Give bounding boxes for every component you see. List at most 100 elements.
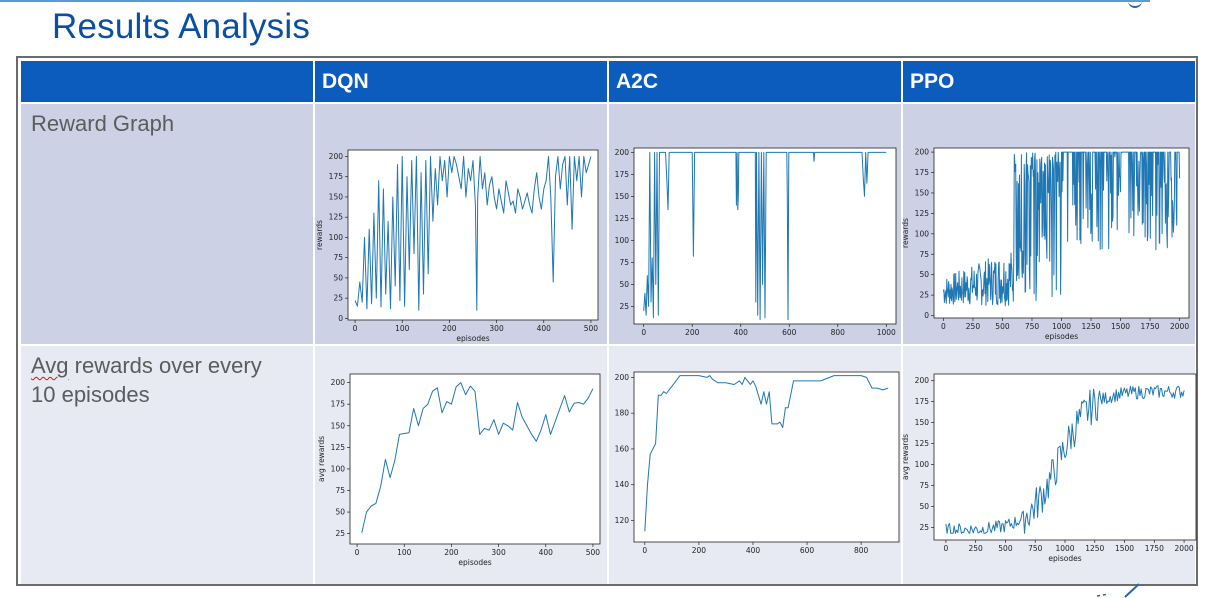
y-tick-label: 25 [619, 302, 629, 311]
x-tick-label: 500 [586, 548, 601, 557]
y-tick-label: 125 [915, 209, 930, 218]
x-tick-label: 400 [537, 324, 552, 333]
y-tick-label: 125 [615, 214, 630, 223]
dqn-reward-chart: 0 100 200 300 400 5000255075100125150175200ep… [315, 149, 599, 343]
x-tick-label: 400 [539, 548, 554, 557]
x-tick-label: 500 [998, 544, 1013, 553]
y-tick-label: 125 [915, 439, 930, 448]
x-tick-label: 0 [941, 322, 946, 331]
y-tick-label: 175 [331, 400, 346, 409]
y-tick-label: 175 [915, 397, 930, 406]
x-tick-label: 400 [746, 546, 761, 555]
y-tick-label: 50 [619, 280, 629, 289]
x-tick-label: 1500 [1111, 322, 1130, 331]
x-tick-label: 0 [641, 328, 646, 337]
x-tick-label: 100 [395, 324, 410, 333]
y-tick-label: 200 [915, 376, 930, 385]
x-tick-label: 200 [444, 548, 459, 557]
series-line [942, 151, 1181, 307]
row-label-avg-rewards: Avg rewards over every 10 episodes [21, 346, 313, 584]
a2c-avg-chart: 0 200 400 600 800 120 140 160 180 200 [615, 371, 900, 555]
y-tick-label: 75 [333, 253, 343, 262]
x-tick-label: 200 [685, 328, 700, 337]
y-tick-label: 50 [919, 270, 929, 279]
y-tick-label: 100 [331, 464, 346, 473]
top-corner-mark [1128, 0, 1142, 8]
y-tick-label: 200 [615, 373, 630, 382]
y-tick-label: 50 [333, 273, 343, 282]
x-axis-label: episodes [458, 558, 491, 567]
x-tick-label: 0 [642, 546, 647, 555]
y-tick-label: 25 [333, 294, 343, 303]
x-tick-label: 800 [854, 546, 869, 555]
y-tick-label: 0 [924, 311, 929, 320]
x-tick-label: 500 [995, 322, 1010, 331]
series-line [354, 156, 592, 311]
x-axis-label: episodes [456, 334, 489, 343]
y-tick-label: 100 [915, 229, 930, 238]
x-tick-label: 1750 [1145, 544, 1164, 553]
spellcheck-word: Avg [31, 353, 69, 378]
page-title: Results Analysis [52, 7, 311, 46]
y-tick-label: 25 [335, 529, 345, 538]
header-cell-empty [21, 61, 313, 102]
y-tick-label: 150 [915, 418, 930, 427]
y-tick-label: 75 [335, 486, 345, 495]
y-axis-label: avg rewards [317, 436, 326, 482]
x-tick-label: 2000 [1170, 322, 1189, 331]
y-tick-label: 100 [915, 460, 930, 469]
series-line [644, 375, 889, 532]
x-tick-label: 0 [944, 544, 949, 553]
x-tick-label: 200 [442, 324, 457, 333]
x-tick-label: 1000 [877, 328, 896, 337]
x-tick-label: 600 [782, 328, 797, 337]
header-dqn: DQN [315, 61, 607, 102]
y-tick-label: 120 [615, 516, 630, 525]
y-tick-label: 25 [919, 523, 929, 532]
x-tick-label: 1250 [1085, 544, 1104, 553]
y-tick-label: 200 [331, 378, 346, 387]
y-tick-label: 150 [915, 188, 930, 197]
row-label-text: rewards over every [68, 353, 262, 378]
y-tick-label: 200 [615, 148, 630, 157]
x-tick-label: 100 [397, 548, 412, 557]
y-tick-label: 0 [338, 314, 343, 323]
series-line [643, 151, 887, 321]
y-tick-label: 100 [329, 233, 344, 242]
top-rule [0, 0, 1150, 2]
x-tick-label: 1750 [1140, 322, 1159, 331]
ppo-avg-chart: 0 250 500 750 1000 1250 1500 1750 2000 25 50 75 100 1… [901, 373, 1197, 563]
x-tick-label: 300 [489, 324, 504, 333]
x-tick-label: 250 [969, 544, 984, 553]
y-tick-label: 200 [915, 148, 930, 157]
y-tick-label: 175 [915, 168, 930, 177]
a2c-reward-chart: 0 200 400 600 800 1000 25 50 75 100 125 150 175 200 [615, 147, 897, 337]
x-tick-label: 500 [584, 324, 599, 333]
x-tick-label: 1500 [1115, 544, 1134, 553]
series-line [361, 382, 594, 533]
x-tick-label: 1250 [1081, 322, 1100, 331]
x-tick-label: 250 [966, 322, 981, 331]
x-tick-label: 600 [800, 546, 815, 555]
y-axis-label: avg rewards [901, 434, 910, 480]
x-tick-label: 2000 [1175, 544, 1194, 553]
x-tick-label: 300 [491, 548, 506, 557]
x-axis-label: episodes [1048, 554, 1081, 563]
y-tick-label: 150 [329, 192, 344, 201]
x-tick-label: 1000 [1055, 544, 1074, 553]
series-line [945, 385, 1185, 534]
x-axis-label: episodes [1045, 332, 1078, 341]
y-tick-label: 160 [615, 444, 630, 453]
y-tick-label: 150 [615, 192, 630, 201]
plot-area [349, 373, 601, 545]
x-tick-label: 1000 [1052, 322, 1071, 331]
x-tick-label: 800 [831, 328, 846, 337]
plot-area [633, 371, 900, 543]
y-tick-label: 100 [615, 236, 630, 245]
y-tick-label: 125 [329, 213, 344, 222]
x-tick-label: 200 [692, 546, 707, 555]
x-tick-label: 750 [1025, 322, 1040, 331]
row-label-reward-graph: Reward Graph [21, 104, 313, 344]
y-tick-label: 50 [335, 508, 345, 517]
y-tick-label: 140 [615, 480, 630, 489]
